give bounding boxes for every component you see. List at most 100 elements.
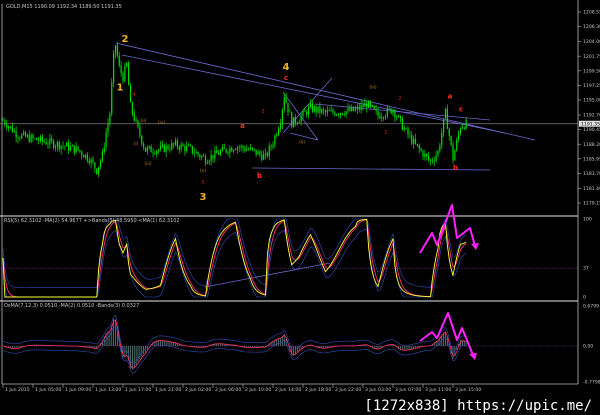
candle-body [69, 146, 72, 151]
candle-body [349, 107, 351, 111]
price-axis[interactable]: 1208.55 1206.30 1204.00 1201.75 1199.50 1197.… [578, 10, 600, 386]
candle-body [75, 146, 77, 153]
candle-body [244, 148, 246, 151]
wave-label: 1 [117, 82, 124, 93]
time-tick-label: 2 Jun 22:00 [335, 387, 361, 393]
candle-body [259, 151, 261, 155]
price-tick-label: 1206.30 [583, 24, 600, 30]
candle-body [369, 101, 372, 106]
candle-body [186, 145, 188, 151]
trendline-triangle-c[interactable] [289, 132, 319, 141]
candle-body [120, 65, 122, 73]
trendline-upper[interactable] [115, 42, 536, 141]
candle-body [146, 147, 148, 152]
candle-body [437, 150, 439, 156]
arrowhead-icon [471, 243, 479, 250]
candle-body [218, 153, 220, 155]
candle-body [51, 138, 53, 141]
candle-body [58, 142, 60, 150]
candle-body [54, 146, 57, 148]
candle-body [182, 144, 184, 147]
candle-body [294, 117, 297, 123]
wave-label: 3 [261, 109, 264, 115]
candle-body [326, 110, 328, 113]
candle-body [221, 147, 223, 151]
candle-body [285, 97, 287, 103]
wave-label: c [284, 74, 288, 82]
candle-body [311, 103, 313, 112]
trendline-triangle-a[interactable] [282, 91, 319, 141]
wave-label: (iii) [369, 84, 377, 90]
rsi-projection-arrow[interactable] [419, 204, 476, 254]
wave-label: a [240, 122, 245, 130]
candle-body [270, 146, 272, 147]
candle-body [251, 147, 253, 149]
candle-body [283, 97, 285, 110]
candle-body [6, 124, 8, 128]
price-tick-label: 1179.15 [583, 201, 600, 207]
candle-body [381, 117, 383, 119]
trendline-lower[interactable] [121, 54, 506, 134]
osma-ma-line [2, 319, 467, 369]
candle-body [358, 106, 360, 110]
price-tick-label: 1195.00 [583, 98, 600, 104]
candle-body [28, 135, 30, 142]
trendline-triangle-b[interactable] [282, 77, 333, 134]
price-tick-label: 1192.70 [583, 113, 600, 119]
candle-body [233, 150, 235, 152]
candle-body [49, 138, 51, 145]
candle-body [272, 145, 274, 147]
trendline-channel[interactable] [314, 103, 491, 121]
time-axis[interactable]: 1 Jun 2015 1 Jun 05:00 1 Jun 09:00 1 Jun 13… [2, 384, 481, 393]
osma-projection-arrow[interactable] [419, 312, 474, 356]
candle-body [413, 138, 415, 144]
candle-body [124, 66, 126, 82]
candle-body [274, 135, 276, 146]
candle-body [73, 145, 75, 153]
time-tick-label: 1 Jun 13:00 [95, 387, 121, 393]
candle-body [356, 106, 358, 110]
candle-body [195, 152, 197, 154]
candle-body [246, 149, 248, 151]
candle-body [77, 146, 79, 151]
candle-body [450, 136, 452, 145]
candle-body [384, 115, 387, 118]
candle-body [291, 112, 293, 128]
candle-body [373, 105, 375, 109]
candle-body [368, 101, 370, 108]
candle-body [133, 113, 135, 121]
candle-body [351, 107, 353, 111]
trendline-support[interactable] [251, 167, 491, 171]
rsi-line [2, 218, 467, 298]
candle-body [129, 85, 132, 103]
candle-body [255, 149, 257, 155]
candle-body [204, 156, 207, 164]
candle-body [390, 108, 392, 114]
candle-body [302, 110, 304, 116]
candle-body [41, 136, 43, 142]
candle-body [456, 139, 458, 151]
candle-body [24, 132, 27, 137]
osma-tick-label: 0.6799 [583, 304, 599, 310]
time-tick-label: 1 Jun 21:00 [155, 387, 181, 393]
candle-body [399, 115, 402, 119]
candle-body [429, 159, 432, 162]
price-tick-label: 1188.20 [583, 142, 600, 148]
wave-label: (v) [200, 168, 206, 174]
candle-body [17, 137, 19, 139]
projection-arrows[interactable] [419, 204, 479, 360]
candle-body [422, 150, 424, 157]
candle-body [463, 127, 465, 129]
candle-body [66, 143, 68, 147]
candle-body [418, 145, 420, 149]
candle-body [343, 114, 345, 116]
candle-body [21, 134, 23, 139]
candle-body [150, 146, 152, 153]
candle-body [171, 143, 173, 150]
candle-body [128, 62, 130, 86]
candle-body [122, 72, 124, 82]
time-tick-label: 3 Jun 07:00 [395, 387, 421, 393]
